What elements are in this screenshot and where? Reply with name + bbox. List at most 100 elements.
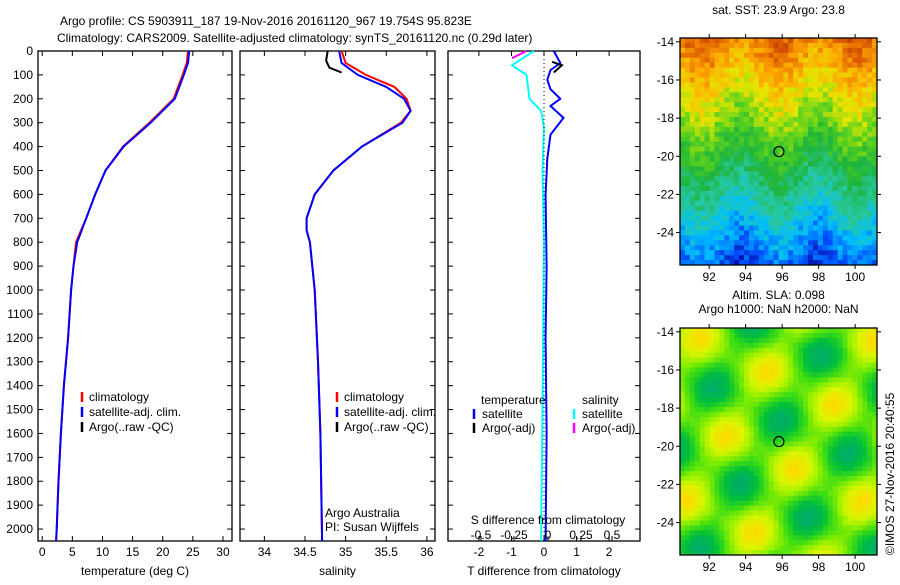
heatmap-cell: [694, 451, 701, 457]
heatmap-cell: [808, 416, 814, 423]
heatmap-cell: [739, 141, 745, 147]
heatmap-cell: [758, 116, 765, 123]
heatmap-cell: [867, 245, 873, 251]
heatmap-cell: [827, 485, 834, 492]
heatmap-cell: [852, 52, 858, 59]
heatmap-cell: [689, 377, 696, 383]
heatmap-cell: [684, 215, 691, 221]
heatmap-cell: [827, 525, 834, 531]
heatmap-cell: [793, 545, 799, 551]
heatmap-cell: [709, 377, 715, 383]
heatmap-cell: [837, 186, 843, 192]
heatmap-cell: [857, 431, 863, 437]
heatmap-cell: [724, 260, 730, 266]
heatmap-cell: [837, 215, 843, 221]
heatmap-cell: [872, 52, 878, 59]
heatmap-cell: [798, 210, 804, 217]
heatmap-cell: [803, 220, 809, 226]
heatmap-cell: [739, 377, 745, 383]
heatmap-cell: [837, 97, 843, 103]
heatmap-cell: [783, 431, 789, 437]
heatmap-cell: [872, 337, 878, 344]
heatmap-cell: [753, 347, 760, 354]
heatmap-cell: [808, 500, 814, 507]
heatmap-cell: [832, 107, 838, 113]
heatmap-cell: [680, 377, 686, 383]
heatmap-cell: [783, 352, 789, 358]
heatmap-cell: [847, 461, 853, 467]
heatmap-cell: [847, 151, 853, 157]
heatmap-cell: [689, 220, 696, 226]
heatmap-cell: [867, 337, 873, 344]
heatmap-cell: [729, 82, 735, 88]
heatmap-cell: [753, 392, 760, 398]
heatmap-cell: [827, 131, 834, 138]
heatmap-cell: [709, 520, 715, 526]
heatmap-cell: [699, 87, 706, 93]
heatmap-cell: [773, 550, 779, 556]
heatmap-cell: [793, 121, 799, 128]
heatmap-cell: [857, 210, 863, 217]
heatmap-cell: [724, 107, 730, 113]
heatmap-cell: [744, 367, 750, 373]
heatmap-cell: [758, 485, 765, 492]
heatmap-cell: [724, 337, 730, 344]
y-tick-label: 1600: [6, 426, 33, 440]
heatmap-cell: [689, 230, 696, 236]
heatmap-cell: [709, 52, 715, 59]
heatmap-cell: [793, 328, 799, 334]
heatmap-cell: [857, 176, 863, 182]
heatmap-cell: [729, 112, 735, 118]
heatmap-cell: [793, 476, 799, 482]
heatmap-cell: [719, 332, 725, 339]
heatmap-cell: [744, 451, 750, 457]
heatmap-cell: [719, 151, 725, 157]
heatmap-cell: [724, 131, 730, 138]
heatmap-cell: [689, 540, 696, 546]
heatmap-cell: [763, 72, 770, 78]
heatmap-cell: [812, 220, 819, 226]
heatmap-cell: [694, 121, 701, 128]
heatmap-cell: [812, 141, 819, 147]
heatmap-cell: [744, 382, 750, 388]
heatmap-cell: [842, 205, 848, 212]
heatmap-cell: [768, 250, 774, 256]
heatmap-cell: [758, 456, 765, 462]
heatmap-cell: [729, 240, 735, 246]
heatmap-cell: [867, 186, 873, 192]
heatmap-cell: [734, 72, 740, 78]
heatmap-cell: [768, 92, 774, 98]
heatmap-cell: [729, 225, 735, 231]
heatmap-cell: [832, 126, 838, 133]
heatmap-cell: [783, 116, 789, 123]
heatmap-cell: [783, 332, 789, 339]
heatmap-cell: [694, 102, 701, 108]
heatmap-cell: [847, 446, 853, 452]
heatmap-cell: [689, 416, 696, 423]
heatmap-cell: [812, 112, 819, 118]
heatmap-cell: [812, 535, 819, 541]
heatmap-cell: [798, 337, 804, 344]
heatmap-cell: [709, 550, 715, 556]
heatmap-cell: [847, 200, 853, 207]
heatmap-cell: [684, 451, 691, 457]
heatmap-cell: [857, 505, 863, 511]
heatmap-cell: [778, 337, 784, 344]
heatmap-cell: [744, 156, 750, 162]
heatmap-cell: [803, 510, 809, 516]
heatmap-cell: [783, 367, 789, 373]
heatmap-cell: [724, 190, 730, 197]
heatmap-cell: [817, 87, 824, 93]
legend-label: Argo(-adj): [482, 421, 535, 435]
heatmap-cell: [842, 245, 848, 251]
heatmap-cell: [734, 121, 740, 128]
heatmap-cell: [729, 540, 735, 546]
heatmap-cell: [827, 495, 834, 502]
heatmap-cell: [748, 107, 755, 113]
annotation-line: Argo Australia: [325, 506, 400, 520]
heatmap-cell: [808, 328, 814, 334]
heatmap-cell: [680, 471, 686, 477]
heatmap-cell: [832, 77, 838, 83]
heatmap-cell: [763, 485, 770, 492]
heatmap-cell: [773, 205, 779, 212]
